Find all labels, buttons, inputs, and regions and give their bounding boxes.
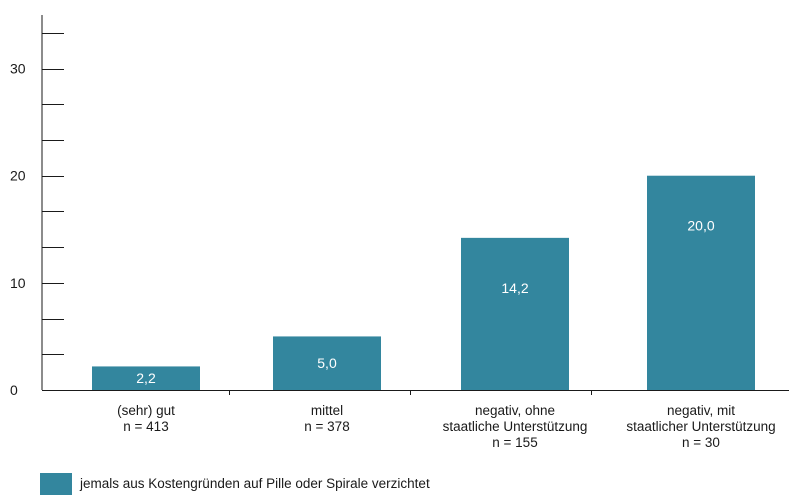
x-category-label: n = 155 [492,435,537,450]
x-category-label: negativ, mit [667,403,735,418]
x-category-label: mittel [311,403,343,418]
x-category-label: staatlicher Unterstützung [626,419,775,434]
bar-value-label: 5,0 [317,355,337,371]
y-tick-label: 10 [10,275,26,291]
bar [92,366,200,390]
legend-label: jemals aus Kostengründen auf Pille oder … [80,476,430,491]
x-category-label: negativ, ohne [475,403,555,418]
legend: jemals aus Kostengründen auf Pille oder … [40,473,430,495]
x-category-label: n = 30 [682,435,720,450]
x-category-label: (sehr) gut [117,403,175,418]
bar-value-label: 2,2 [136,370,156,386]
legend-swatch [40,473,72,495]
x-category-label: n = 413 [123,419,168,434]
y-tick-label: 30 [10,61,26,77]
bar [461,237,569,390]
bar-series: 2,2 5,0 14,2 20,0 [92,175,755,390]
x-category-label: staatliche Unterstützung [443,419,588,434]
x-axis [42,390,789,395]
y-axis: 0 10 20 30 [10,15,64,398]
y-tick-label: 20 [10,168,26,184]
y-tick-label: 0 [10,382,18,398]
bar [273,336,381,390]
bar [647,175,755,390]
x-category-label: n = 378 [304,419,349,434]
bar-value-label: 14,2 [501,280,528,296]
bar-value-label: 20,0 [687,218,714,234]
